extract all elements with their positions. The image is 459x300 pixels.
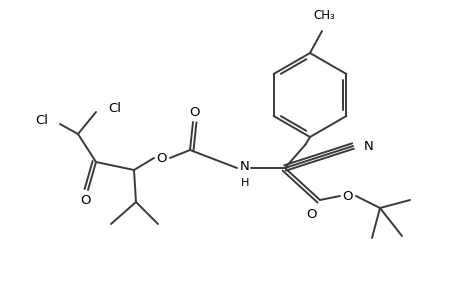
Text: CH₃: CH₃ <box>313 9 334 22</box>
Text: H: H <box>241 178 249 188</box>
Text: Cl: Cl <box>35 115 48 128</box>
Text: O: O <box>306 208 317 220</box>
Text: Cl: Cl <box>108 103 121 116</box>
Text: N: N <box>240 160 249 173</box>
Text: O: O <box>81 194 91 206</box>
Text: O: O <box>157 152 167 164</box>
Text: O: O <box>342 190 353 202</box>
Text: O: O <box>190 106 200 119</box>
Text: N: N <box>363 140 373 154</box>
